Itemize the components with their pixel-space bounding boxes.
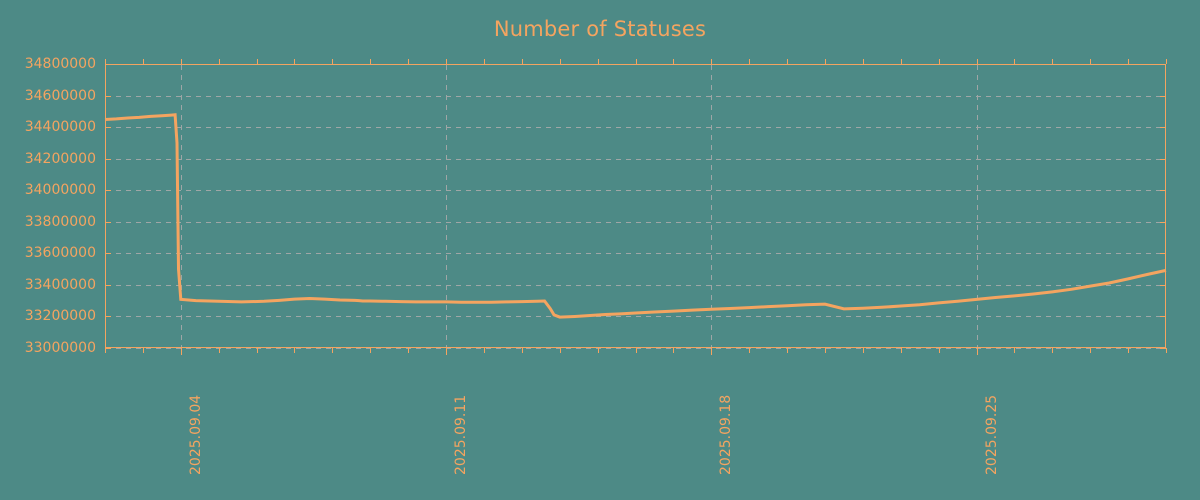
x-axis-minor-tick — [863, 348, 864, 353]
x-axis-major-tick — [977, 348, 978, 355]
y-axis-tick-mark — [105, 222, 111, 223]
y-axis-tick-mark-right — [1160, 253, 1166, 254]
x-axis-tick-label: 2025.09.04 — [187, 394, 204, 475]
x-axis-tick-label: 2025.09.18 — [718, 394, 735, 475]
y-axis-tick-mark — [105, 190, 111, 191]
x-axis-minor-tick — [370, 348, 371, 353]
y-axis-tick-label: 34800000 — [24, 56, 96, 72]
x-axis-tick-label: 2025.09.25 — [983, 394, 1000, 475]
x-axis-major-tick — [181, 348, 182, 355]
y-axis-tick-mark-right — [1160, 64, 1166, 65]
x-axis-minor-tick — [1128, 348, 1129, 353]
x-axis-tick-top — [977, 59, 978, 65]
x-axis-tick-top — [257, 59, 258, 64]
x-axis-tick-top — [370, 59, 371, 64]
y-axis-tick-mark — [105, 127, 111, 128]
x-axis-tick-top — [143, 59, 144, 64]
x-axis-tick-top — [1166, 59, 1167, 64]
x-axis-minor-tick — [560, 348, 561, 353]
y-axis-tick-label: 33800000 — [24, 213, 96, 230]
y-axis-tick-mark-right — [1160, 285, 1166, 286]
plot-area — [105, 64, 1166, 348]
x-axis-tick-top — [484, 59, 485, 64]
x-axis-tick-top — [560, 59, 561, 64]
x-axis-tick-top — [1090, 59, 1091, 64]
y-axis-tick-mark-right — [1160, 127, 1166, 128]
y-axis-tick-mark-right — [1160, 190, 1166, 191]
x-axis-tick-top — [825, 59, 826, 64]
y-axis-tick-mark — [105, 64, 111, 65]
y-axis-tick-mark — [105, 348, 111, 349]
y-axis-tick-mark — [105, 96, 111, 97]
x-axis-tick-top — [636, 59, 637, 64]
x-axis-tick-top — [522, 59, 523, 64]
x-axis-tick-top — [446, 59, 447, 65]
x-axis-tick-top — [1128, 59, 1129, 64]
x-axis-minor-tick — [219, 348, 220, 353]
y-axis-tick-mark — [105, 253, 111, 254]
x-axis-tick-top — [219, 59, 220, 64]
y-axis-tick-mark-right — [1160, 96, 1166, 97]
y-axis-tick-label: 34600000 — [24, 87, 96, 104]
x-axis-tick-top — [105, 59, 106, 64]
x-axis-minor-tick — [1166, 348, 1167, 353]
x-axis-minor-tick — [787, 348, 788, 353]
x-axis-tick-top — [294, 59, 295, 64]
x-axis-minor-tick — [257, 348, 258, 353]
y-axis-tick-label: 34000000 — [24, 182, 96, 199]
x-axis-major-tick — [446, 348, 447, 355]
x-axis-tick-top — [749, 59, 750, 64]
y-axis-tick-label: 33200000 — [24, 308, 96, 325]
x-axis-tick-top — [1014, 59, 1015, 64]
y-axis-tick-mark-right — [1160, 316, 1166, 317]
x-axis-minor-tick — [825, 348, 826, 353]
x-axis-minor-tick — [1090, 348, 1091, 353]
x-axis-minor-tick — [1052, 348, 1053, 353]
x-axis-minor-tick — [143, 348, 144, 353]
y-axis-tick-mark — [105, 316, 111, 317]
x-axis-tick-top — [181, 59, 182, 65]
y-axis-tick-mark-right — [1160, 159, 1166, 160]
x-axis-tick-top — [711, 59, 712, 65]
x-axis-minor-tick — [484, 348, 485, 353]
x-axis-tick-top — [598, 59, 599, 64]
x-axis-major-tick — [711, 348, 712, 355]
x-axis-tick-top — [673, 59, 674, 64]
y-axis-tick-mark-right — [1160, 222, 1166, 223]
x-axis-tick-top — [863, 59, 864, 64]
x-axis-tick-top — [901, 59, 902, 64]
x-axis-minor-tick — [408, 348, 409, 353]
x-axis-tick-top — [939, 59, 940, 64]
x-axis-tick-top — [787, 59, 788, 64]
y-axis-tick-mark-right — [1160, 348, 1166, 349]
x-axis-minor-tick — [673, 348, 674, 353]
y-axis-tick-label: 33000000 — [24, 340, 96, 356]
y-axis-tick-mark — [105, 159, 111, 160]
x-axis-minor-tick — [598, 348, 599, 353]
y-axis-tick-label: 33600000 — [24, 245, 96, 262]
x-axis-tick-top — [332, 59, 333, 64]
x-axis-minor-tick — [939, 348, 940, 353]
x-axis-tick-label: 2025.09.11 — [453, 394, 470, 475]
x-axis-tick-top — [1052, 59, 1053, 64]
x-axis-minor-tick — [749, 348, 750, 353]
y-axis-tick-mark — [105, 285, 111, 286]
x-axis-minor-tick — [332, 348, 333, 353]
y-axis-tick-label: 34200000 — [24, 150, 96, 167]
x-axis-minor-tick — [522, 348, 523, 353]
y-axis-tick-label: 34400000 — [24, 119, 96, 136]
chart-title: Number of Statuses — [493, 17, 707, 41]
x-axis-tick-top — [408, 59, 409, 64]
x-axis-minor-tick — [1014, 348, 1015, 353]
y-axis-tick-label: 33400000 — [24, 276, 96, 293]
x-axis-minor-tick — [636, 348, 637, 353]
x-axis-minor-tick — [105, 348, 106, 353]
x-axis-minor-tick — [901, 348, 902, 353]
x-axis-minor-tick — [294, 348, 295, 353]
